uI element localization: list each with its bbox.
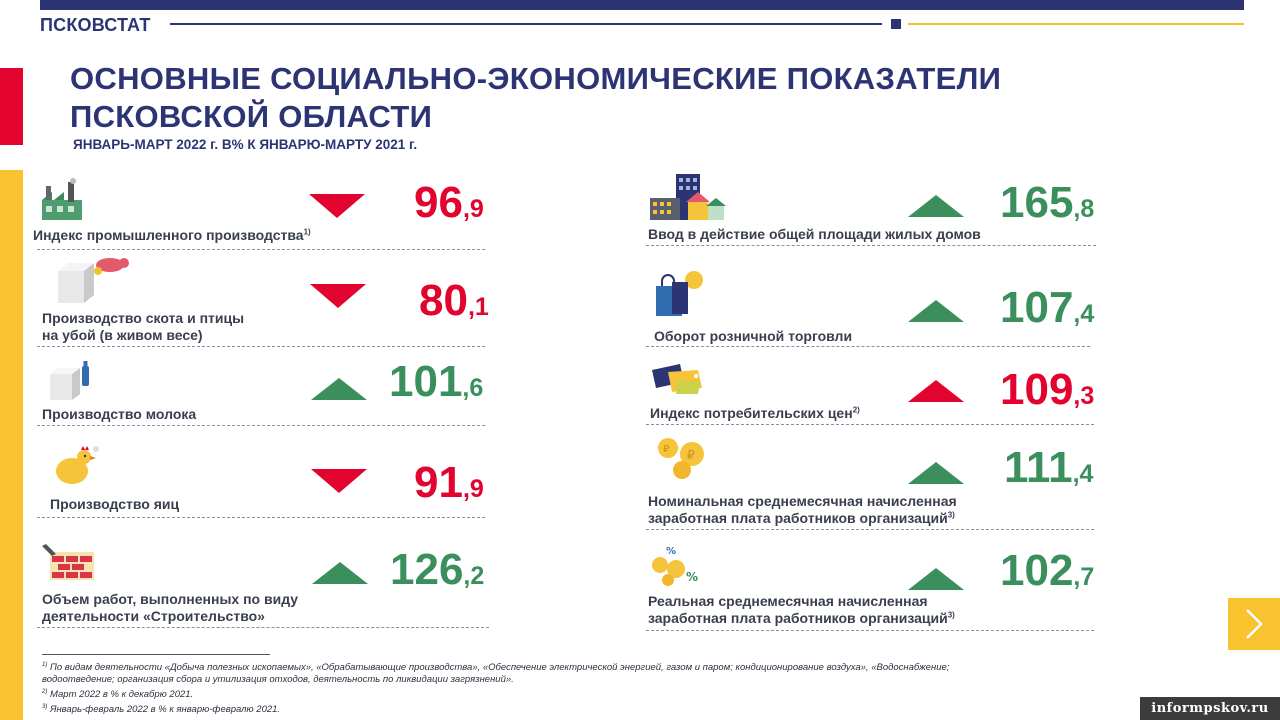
row-divider [646, 346, 1090, 347]
trend-up-icon [312, 562, 368, 584]
row-divider [37, 346, 485, 347]
side-accent-red [0, 68, 23, 145]
svg-text:%: % [686, 570, 698, 584]
svg-text:%: % [666, 546, 676, 557]
indicator-value-nominal-wage: 111,4 [1004, 443, 1094, 492]
indicator-label-industry: Индекс промышленного производства1) [33, 227, 311, 243]
indicator-value-industry: 96,9 [414, 178, 484, 227]
indicator-value-construction: 126,2 [390, 545, 485, 594]
trend-up-icon [908, 462, 964, 484]
milk-icon [48, 358, 92, 402]
title-line-2: ПСКОВСКОЙ ОБЛАСТИ [70, 99, 433, 134]
watermark: informpskov.ru [1140, 697, 1280, 720]
trend-up-icon [311, 378, 367, 400]
next-slide-button[interactable] [1228, 598, 1280, 650]
side-accent-yellow [0, 170, 23, 720]
svg-text:₽: ₽ [687, 448, 695, 462]
trend-up-icon [908, 300, 964, 322]
indicator-label-nominal-wage: Номинальная среднемесячная начисленная з… [648, 493, 957, 526]
brand-logo: ПСКОВСТАТ [40, 15, 151, 35]
shopping-icon [654, 270, 706, 320]
indicator-label-milk: Производство молока [42, 406, 197, 422]
hen-icon [52, 445, 100, 489]
indicator-label-cpi: Индекс потребительских цен2) [650, 405, 860, 421]
trend-up-icon [908, 195, 964, 217]
indicator-value-housing: 165,8 [1000, 178, 1095, 227]
livestock-icon [56, 255, 132, 305]
row-divider [37, 627, 489, 628]
row-divider [646, 630, 1094, 631]
indicator-label-retail: Оборот розничной торговли [654, 328, 853, 344]
indicator-label-real-wage: Реальная среднемесячная начисленная зара… [648, 593, 955, 626]
trend-up-icon [908, 568, 964, 590]
indicator-value-milk: 101,6 [389, 357, 484, 406]
row-divider [646, 529, 1094, 530]
indicator-value-cpi: 109,3 [1000, 365, 1095, 414]
page-title: ОСНОВНЫЕ СОЦИАЛЬНО-ЭКОНОМИЧЕСКИЕ ПОКАЗАТ… [70, 60, 1070, 136]
row-divider [646, 424, 1094, 425]
top-bar [40, 0, 1244, 10]
row-divider [646, 245, 1096, 246]
header-line [170, 23, 882, 25]
row-divider [37, 249, 485, 250]
indicator-value-real-wage: 102,7 [1000, 546, 1095, 595]
chevron-right-icon [1246, 609, 1263, 639]
factory-icon [40, 178, 84, 222]
row-divider [37, 517, 485, 518]
price-tags-icon [650, 360, 704, 396]
footnote-separator [42, 654, 270, 655]
ruble-coins-icon: ₽ ₽ [654, 436, 710, 480]
percent-coins-icon: % % [650, 543, 700, 587]
trend-up-icon [908, 380, 964, 402]
trend-down-icon [309, 194, 365, 218]
houses-icon [648, 172, 728, 222]
indicator-label-construction: Объем работ, выполненных по виду деятель… [42, 591, 299, 624]
indicator-value-retail: 107,4 [1000, 283, 1095, 332]
row-divider [37, 425, 485, 426]
header-square [891, 19, 901, 29]
header-line-accent [908, 23, 1244, 25]
svg-text:₽: ₽ [663, 444, 670, 455]
title-line-1: ОСНОВНЫЕ СОЦИАЛЬНО-ЭКОНОМИЧЕСКИЕ ПОКАЗАТ… [70, 61, 1002, 96]
indicator-value-livestock: 80,1 [419, 276, 489, 325]
trend-down-icon [310, 284, 366, 308]
indicator-label-livestock: Производство скота и птицы на убой (в жи… [42, 310, 245, 343]
footnotes: 1) По видам деятельности «Добыча полезны… [42, 662, 950, 716]
trend-down-icon [311, 469, 367, 493]
indicator-label-housing: Ввод в действие общей площади жилых домо… [648, 226, 981, 242]
indicator-value-eggs: 91,9 [414, 458, 484, 507]
indicator-label-eggs: Производство яиц [50, 496, 180, 512]
bricks-icon [42, 544, 96, 582]
page-subtitle: ЯНВАРЬ-МАРТ 2022 г. В% К ЯНВАРЮ-МАРТУ 20… [73, 137, 418, 152]
